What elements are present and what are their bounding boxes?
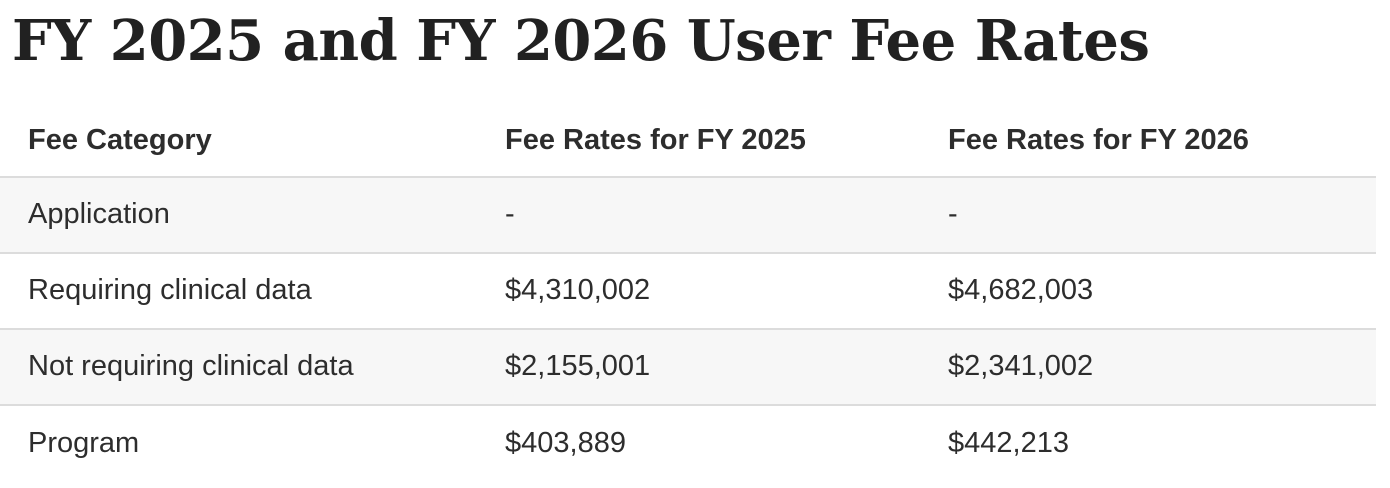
column-header-fy2026-rates: Fee Rates for FY 2026: [920, 104, 1376, 177]
fee-category-cell: Requiring clinical data: [0, 251, 477, 329]
fee-category-cell: Program: [0, 403, 477, 481]
fy2026-fee-cell: -: [920, 175, 1376, 253]
column-header-fee-category: Fee Category: [0, 104, 477, 177]
fy2025-fee-cell: -: [477, 175, 920, 253]
fy2026-fee-cell: $4,682,003: [920, 251, 1376, 329]
fy2026-fee-cell: $2,341,002: [920, 327, 1376, 405]
table-row-application: Application - -: [0, 175, 1376, 253]
page-title: FY 2025 and FY 2026 User Fee Rates: [12, 8, 1150, 74]
fee-category-cell: Application: [0, 175, 477, 253]
fy2025-fee-cell: $4,310,002: [477, 251, 920, 329]
column-header-fy2025-rates: Fee Rates for FY 2025: [477, 104, 920, 177]
table-row-requiring-clinical-data: Requiring clinical data $4,310,002 $4,68…: [0, 251, 1376, 329]
fee-category-cell: Not requiring clinical data: [0, 327, 477, 405]
fy2025-fee-cell: $2,155,001: [477, 327, 920, 405]
fee-rates-table: Fee Category Fee Rates for FY 2025 Fee R…: [0, 104, 1376, 481]
table-row-not-requiring-clinical-data: Not requiring clinical data $2,155,001 $…: [0, 327, 1376, 405]
fy2026-fee-cell: $442,213: [920, 403, 1376, 481]
table-row-program: Program $403,889 $442,213: [0, 403, 1376, 481]
fy2025-fee-cell: $403,889: [477, 403, 920, 481]
table-header-row: Fee Category Fee Rates for FY 2025 Fee R…: [0, 104, 1376, 177]
